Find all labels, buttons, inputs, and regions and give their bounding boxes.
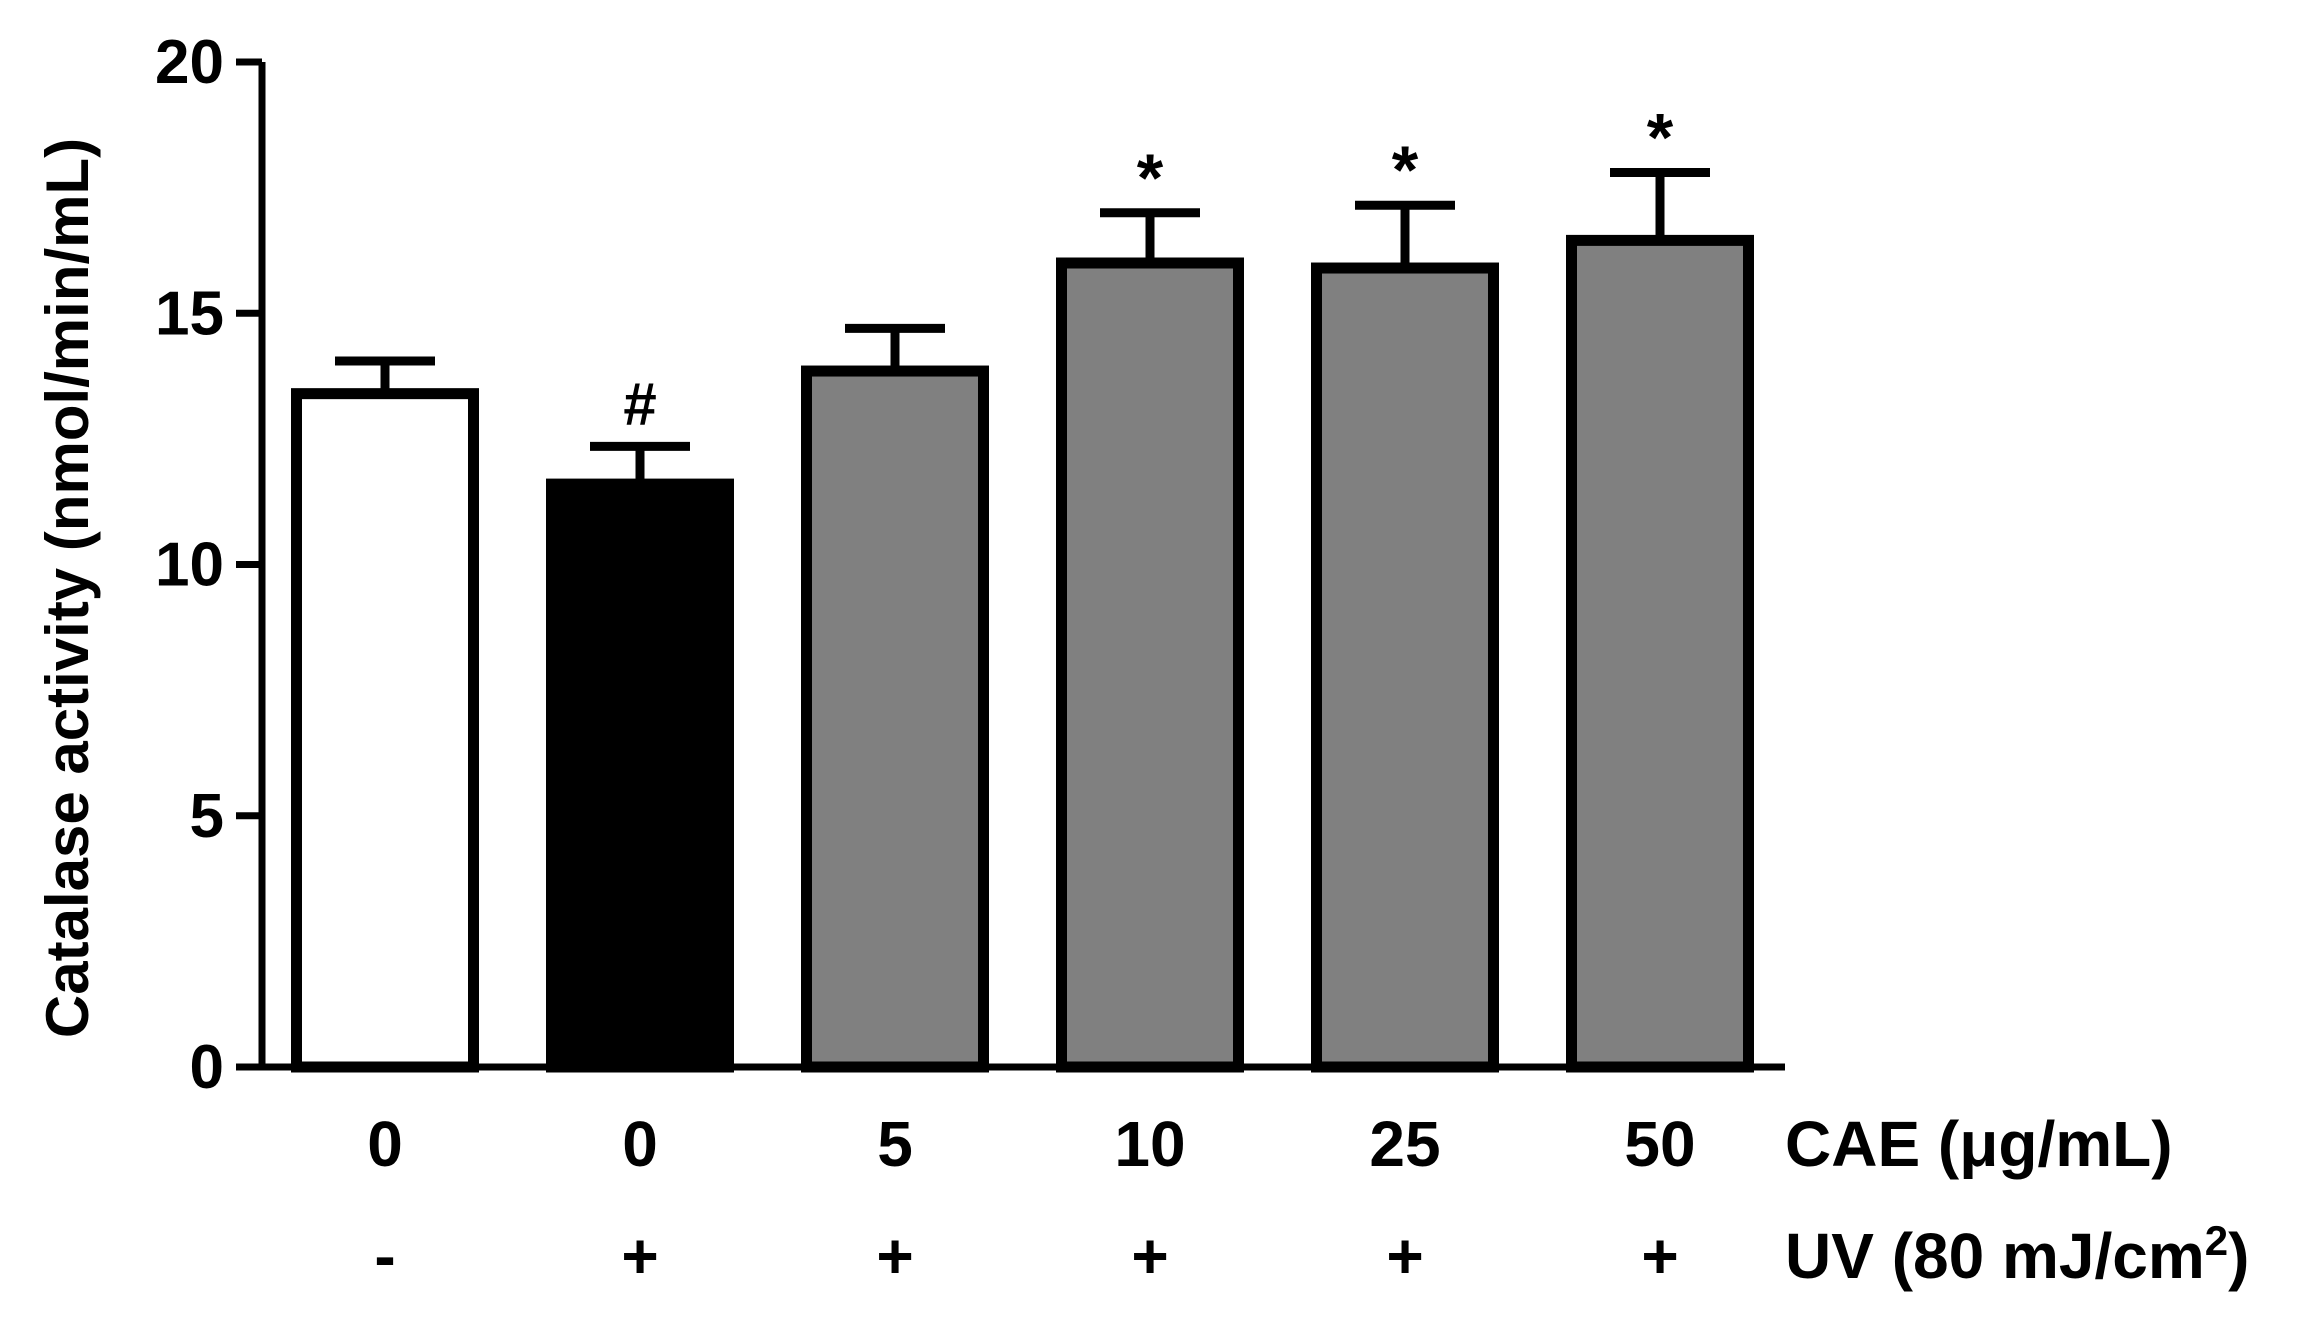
significance-mark: #: [623, 370, 656, 437]
x-tick-label-cae: 0: [622, 1108, 658, 1180]
x-tick-label-uv: +: [876, 1220, 913, 1292]
x-tick-label-cae: 10: [1114, 1108, 1185, 1180]
bar: [546, 478, 734, 1073]
x-tick-label-uv: +: [1641, 1220, 1678, 1292]
x-axis-title-cae: CAE (μg/mL): [1785, 1108, 2173, 1180]
x-tick-label-cae: 50: [1624, 1108, 1695, 1180]
x-axis: 0 - 0 +5 +10 +25 +50 +: [259, 1063, 1785, 1292]
x-tick-label-uv: +: [1131, 1220, 1168, 1292]
y-tick-label: 0: [190, 1033, 224, 1102]
uv-label-main: UV (80 mJ/cm: [1785, 1220, 2205, 1292]
significance-mark: *: [1392, 132, 1419, 208]
axis-labels: Catalase activity (nmol/min/mL) CAE (μg/…: [34, 138, 2249, 1292]
significance-mark: *: [1647, 100, 1674, 176]
bar: [801, 365, 989, 1073]
x-tick-label-cae: 0: [367, 1108, 403, 1180]
x-tick-label-uv: +: [621, 1220, 658, 1292]
x-tick-label-cae: 25: [1369, 1108, 1440, 1180]
bars: # * * *: [291, 100, 1754, 1073]
bar: [1566, 234, 1754, 1073]
y-axis: 0 5 10 15 20: [155, 28, 266, 1102]
uv-label-close: ): [2228, 1220, 2249, 1292]
y-tick-label: 15: [155, 279, 224, 348]
uv-label-superscript: 2: [2205, 1217, 2228, 1264]
y-tick-label: 20: [155, 28, 224, 97]
x-tick-label-uv: +: [1386, 1220, 1423, 1292]
x-tick-label-cae: 5: [877, 1108, 913, 1180]
bar: [291, 388, 479, 1073]
x-axis-title-uv: UV (80 mJ/cm2): [1785, 1217, 2249, 1293]
x-tick-label-uv: -: [374, 1220, 395, 1292]
y-axis-title: Catalase activity (nmol/min/mL): [34, 138, 101, 1038]
bar: [1056, 257, 1244, 1073]
bar: [1311, 262, 1499, 1073]
significance-mark: *: [1137, 140, 1164, 216]
y-tick-label: 5: [190, 782, 224, 851]
y-tick-label: 10: [155, 531, 224, 600]
